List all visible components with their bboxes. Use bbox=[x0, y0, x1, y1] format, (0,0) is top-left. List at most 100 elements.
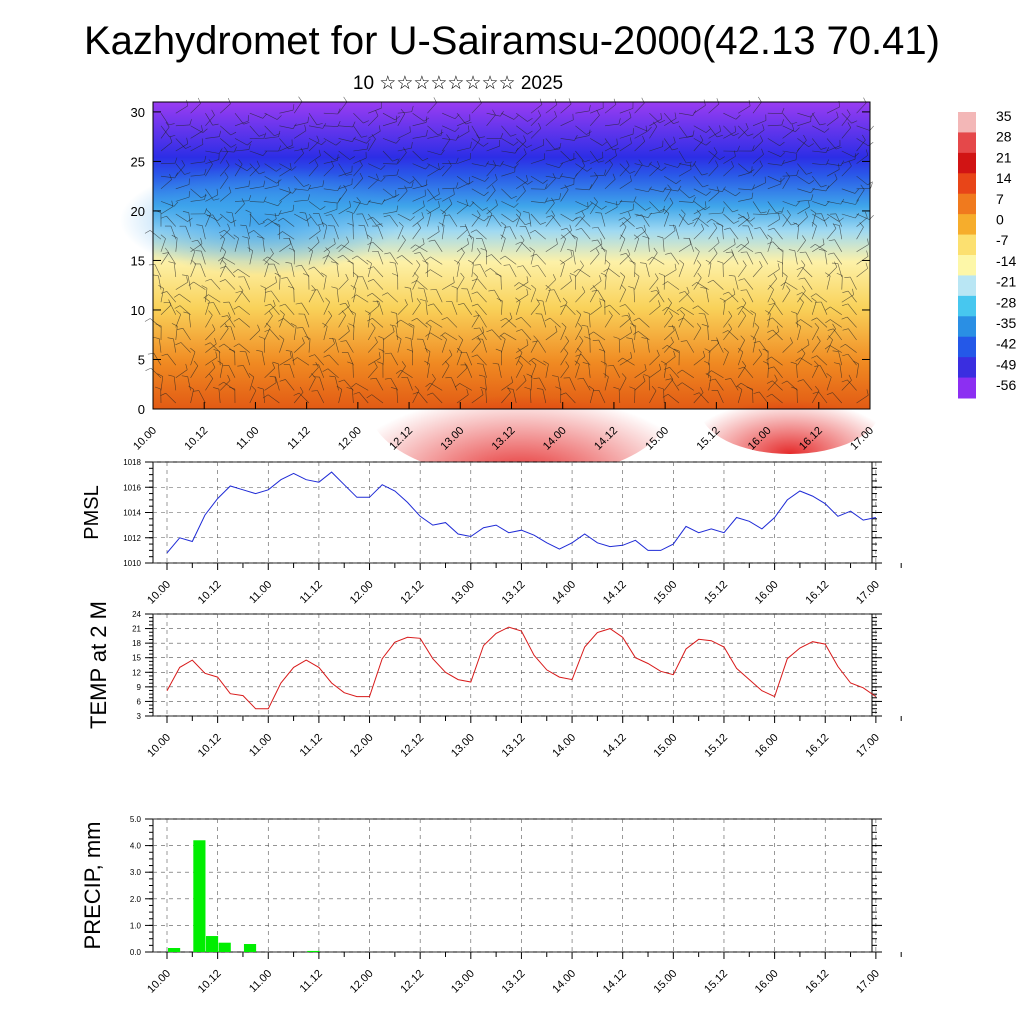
wind-barb-flag bbox=[546, 215, 553, 218]
wind-barb-flag bbox=[262, 113, 268, 119]
wind-barb bbox=[560, 213, 573, 222]
wind-barb-flag bbox=[788, 249, 795, 251]
wind-barb-flag bbox=[741, 361, 747, 367]
wind-barb-flag bbox=[262, 150, 268, 156]
wind-barb bbox=[634, 141, 645, 152]
wind-barb bbox=[160, 175, 175, 179]
wind-barb-flag bbox=[188, 281, 194, 286]
wind-barb bbox=[723, 244, 736, 253]
wind-barb-flag bbox=[559, 259, 565, 264]
wind-barb bbox=[336, 288, 339, 303]
wind-barb-flag bbox=[163, 301, 170, 304]
wind-barb bbox=[723, 125, 734, 137]
wind-barb-flag bbox=[200, 237, 203, 244]
wind-barb bbox=[347, 352, 354, 366]
wind-barb-flag bbox=[559, 193, 562, 200]
wind-barb-flag bbox=[446, 134, 451, 140]
wind-barb-flag bbox=[680, 340, 687, 342]
wind-barb-flag bbox=[223, 146, 228, 152]
wind-barb-flag bbox=[366, 199, 371, 206]
wind-barb-flag bbox=[719, 125, 721, 132]
wind-barb bbox=[737, 340, 745, 353]
wind-barb-flag bbox=[767, 241, 773, 245]
wind-barb bbox=[560, 256, 573, 265]
wind-barb-flag bbox=[803, 134, 807, 141]
wind-barb bbox=[234, 290, 244, 303]
wind-barb-flag bbox=[796, 266, 803, 271]
wind-barb bbox=[313, 266, 325, 278]
wind-barb-flag bbox=[427, 303, 434, 306]
wind-barb-flag bbox=[836, 111, 839, 118]
wind-barb bbox=[545, 104, 558, 114]
wind-barb-flag bbox=[279, 303, 286, 307]
wind-barb bbox=[471, 253, 481, 265]
wind-barb bbox=[308, 125, 323, 129]
wind-barb bbox=[323, 315, 333, 328]
wind-barb-flag bbox=[662, 307, 668, 312]
wind-barb-flag bbox=[571, 234, 578, 239]
wind-barb bbox=[444, 332, 458, 341]
wind-barb-flag bbox=[167, 337, 174, 340]
wind-barb-flag bbox=[248, 143, 251, 150]
wind-barb bbox=[323, 225, 328, 240]
wind-barb-flag bbox=[389, 261, 396, 264]
wind-barb-flag bbox=[576, 310, 582, 315]
wind-barb-flag bbox=[786, 209, 791, 216]
wind-barb-flag bbox=[659, 208, 665, 212]
wind-barb bbox=[515, 213, 526, 225]
wind-barb bbox=[641, 214, 650, 227]
wind-barb bbox=[649, 211, 664, 215]
wind-barb bbox=[509, 264, 517, 278]
wind-barb bbox=[328, 354, 339, 366]
wind-barb bbox=[782, 290, 791, 303]
wind-barb bbox=[397, 213, 411, 221]
wind-barb-flag bbox=[826, 392, 833, 395]
wind-barb-flag bbox=[577, 377, 584, 380]
wind-barb bbox=[811, 138, 822, 150]
wind-barb bbox=[537, 265, 547, 278]
wind-barb bbox=[382, 121, 397, 127]
wind-barb bbox=[545, 243, 558, 253]
wind-barb bbox=[336, 263, 339, 278]
wind-barb bbox=[782, 159, 797, 164]
wind-barb bbox=[279, 275, 281, 290]
wind-barb bbox=[338, 206, 351, 215]
wind-barb bbox=[772, 329, 783, 341]
wind-barb bbox=[759, 391, 769, 404]
wind-barb bbox=[723, 328, 732, 341]
wind-barb-flag bbox=[351, 294, 357, 299]
wind-barb-flag bbox=[846, 109, 851, 115]
wind-barb bbox=[589, 253, 600, 265]
wind-barb-flag bbox=[263, 196, 267, 203]
wind-barb bbox=[800, 319, 813, 328]
wind-barb bbox=[717, 390, 724, 404]
wind-barb-flag bbox=[659, 120, 666, 124]
wind-barb bbox=[197, 240, 206, 252]
wind-barb bbox=[264, 382, 277, 391]
wind-barb bbox=[737, 351, 744, 366]
wind-barb bbox=[560, 280, 572, 290]
wind-barb-flag bbox=[311, 285, 316, 291]
wind-barb bbox=[225, 266, 236, 278]
wind-barb-flag bbox=[507, 388, 514, 390]
wind-barb-flag bbox=[272, 361, 279, 365]
wind-barb-flag bbox=[795, 319, 801, 324]
wind-barb-flag bbox=[570, 157, 577, 161]
wind-barb-flag bbox=[218, 229, 225, 234]
wind-barb bbox=[368, 107, 382, 114]
wind-barb bbox=[397, 147, 412, 152]
wind-barb-flag bbox=[692, 130, 695, 137]
wind-barb-flag bbox=[500, 234, 506, 239]
wind-barb bbox=[205, 136, 220, 139]
wind-barb bbox=[551, 215, 561, 227]
wind-barb bbox=[856, 363, 859, 378]
wind-barb-flag bbox=[694, 247, 700, 252]
x-tick-label: 15.12 bbox=[702, 732, 730, 760]
wind-barb-flag bbox=[719, 297, 726, 302]
wind-barb bbox=[372, 293, 384, 303]
wind-barb bbox=[353, 125, 362, 138]
wind-barb-flag bbox=[747, 133, 754, 137]
wind-barb bbox=[738, 198, 752, 202]
wind-barb bbox=[580, 216, 591, 227]
wind-barb bbox=[575, 165, 585, 177]
